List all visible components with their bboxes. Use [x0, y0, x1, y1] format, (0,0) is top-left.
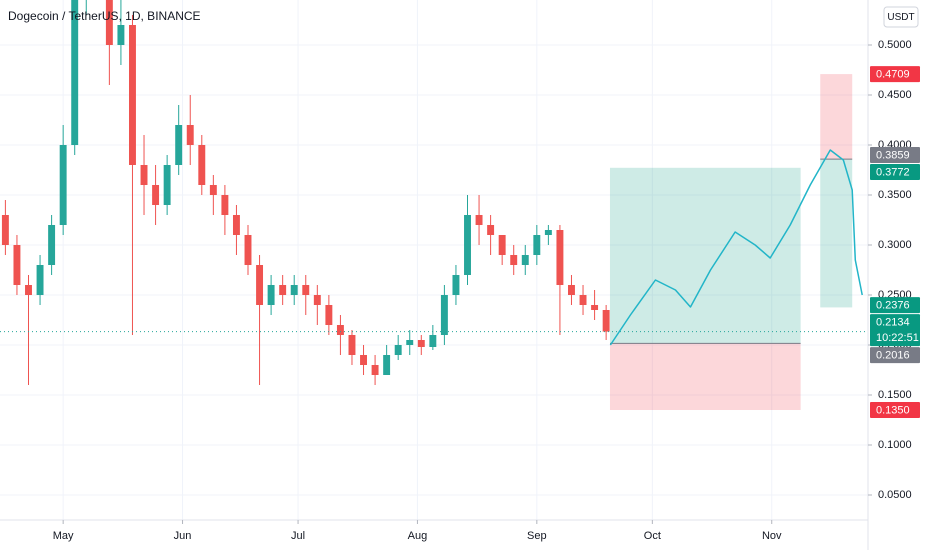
candle-body — [383, 355, 391, 375]
candle-body — [232, 215, 240, 235]
candle-body — [140, 165, 148, 185]
candle-body — [313, 295, 321, 305]
candle-body — [244, 235, 252, 265]
price-label: 0.4709 — [876, 69, 910, 81]
candle-body — [163, 165, 171, 205]
x-tick-label: Nov — [762, 530, 782, 542]
candle-body — [186, 125, 194, 145]
price-label-box — [870, 297, 920, 314]
candle-body — [13, 245, 21, 285]
candle-body — [579, 295, 587, 305]
candle-body — [267, 285, 275, 305]
y-tick-label: 0.4500 — [878, 89, 912, 101]
y-tick-label: 0.1000 — [878, 439, 912, 451]
candle-body — [464, 215, 471, 275]
candle-body — [279, 285, 287, 295]
price-label: 0.3772 — [876, 166, 910, 178]
countdown: 10:22:51 — [876, 332, 919, 344]
x-tick-label: Jul — [291, 530, 305, 542]
y-tick-label: 0.1500 — [878, 389, 912, 401]
candle-body — [533, 235, 541, 255]
candle-body — [348, 335, 356, 355]
candle-body — [429, 335, 437, 347]
candle-body — [475, 215, 483, 225]
candle-body — [452, 275, 460, 295]
candle-body — [394, 345, 402, 355]
price-label-box — [870, 347, 920, 364]
candle-body — [221, 195, 229, 215]
y-tick-label: 0.5000 — [878, 39, 912, 51]
chart-title: Dogecoin / TetherUS, 1D, BINANCE — [8, 9, 201, 23]
candle-body — [521, 255, 529, 265]
x-tick-label: Sep — [527, 530, 547, 542]
price-label: 0.2376 — [876, 300, 910, 312]
axes: 0.05000.10000.15000.20000.25000.30000.35… — [53, 39, 920, 542]
profit-zone — [820, 159, 853, 308]
price-label: 0.3859 — [876, 149, 910, 161]
price-label: 0.1350 — [876, 404, 910, 416]
candle-body — [175, 125, 183, 165]
candle-body — [1, 215, 9, 245]
candle-body — [290, 285, 298, 295]
candle-body — [152, 185, 160, 205]
price-label-box — [870, 402, 920, 418]
candle-body — [71, 0, 79, 145]
loss-zone — [609, 343, 801, 410]
x-tick-label: Jun — [174, 530, 192, 542]
y-tick-label: 0.3500 — [878, 189, 912, 201]
loss-zone — [820, 74, 853, 160]
candle-body — [371, 365, 379, 375]
candle-body — [209, 185, 217, 195]
candle-body — [36, 265, 44, 295]
candle-body — [336, 325, 344, 335]
candle-body — [59, 145, 67, 225]
candle-body — [498, 235, 506, 255]
x-tick-label: Oct — [644, 530, 661, 542]
candle-body — [105, 0, 113, 45]
candle-body — [302, 285, 310, 295]
candle-body — [117, 25, 125, 45]
grid — [0, 0, 868, 520]
plot-area — [0, 0, 868, 410]
candle-body — [556, 230, 564, 285]
y-tick-label: 0.3000 — [878, 239, 912, 251]
currency-button[interactable] — [883, 6, 919, 28]
candle-body — [487, 225, 495, 235]
candle-body — [544, 230, 552, 235]
price-label-box — [870, 66, 920, 83]
profit-zone — [609, 167, 801, 344]
candle-body — [256, 265, 264, 305]
x-tick-label: May — [53, 530, 74, 542]
x-tick-label: Aug — [408, 530, 428, 542]
price-label-box — [870, 163, 920, 180]
price-label-box — [870, 314, 920, 347]
candle-body — [198, 145, 206, 185]
projection-curve — [609, 149, 863, 346]
candle-body — [602, 310, 610, 332]
price-label: 0.2016 — [876, 350, 910, 362]
candle-body — [440, 295, 448, 335]
price-label-box — [870, 146, 920, 163]
candle-body — [406, 340, 414, 345]
candle-body — [510, 255, 518, 265]
candle-body — [25, 285, 32, 295]
candle-body — [129, 25, 136, 165]
candle-body — [417, 340, 425, 347]
candle-body — [48, 225, 56, 265]
currency-label[interactable]: USDT — [887, 12, 914, 23]
candle-body — [360, 355, 367, 365]
candle-body — [591, 305, 599, 310]
price-label: 0.2134 — [876, 317, 910, 329]
y-tick-label: 0.0500 — [878, 489, 912, 501]
candle-body — [568, 285, 575, 295]
candle-body — [325, 305, 333, 325]
